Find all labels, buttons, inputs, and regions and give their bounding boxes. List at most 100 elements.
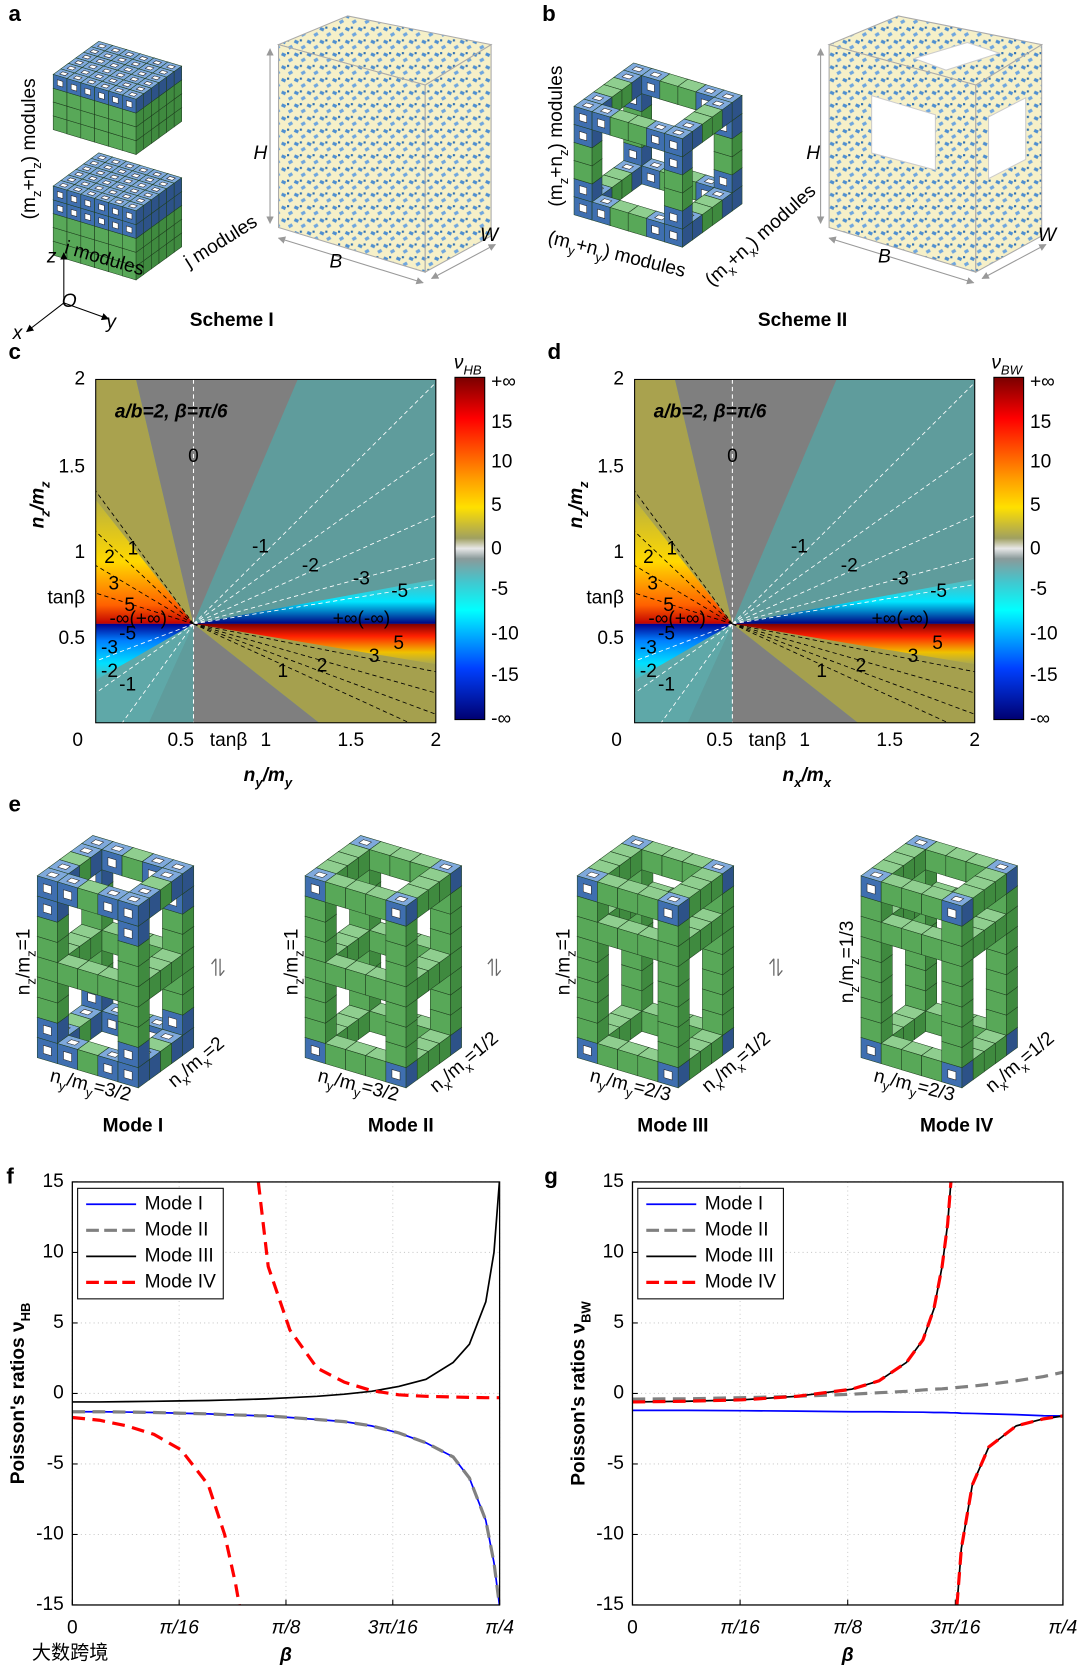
x-tick-label: 0.5 [167,730,194,751]
module-window [79,847,94,854]
text-part: y [352,1085,362,1101]
cube-side [135,93,144,114]
module-window [579,203,587,214]
y-tick-label: -15 [36,1594,64,1615]
colorbar-tick-label: 15 [491,412,512,433]
module-window [90,839,105,846]
module-window [711,100,725,107]
contour-label: -2 [302,556,319,577]
contour-region [674,379,837,624]
legend-box [637,1187,784,1300]
series-line [632,1409,1063,1417]
module-window [98,217,105,226]
x-tick-label: π/16 [720,1617,760,1638]
watermark: 大数跨境 [32,1642,109,1664]
module-window [130,173,141,178]
contour-label: 2 [104,547,115,568]
contour-region [634,379,733,624]
contour-label: 2 [317,655,328,676]
module-window [599,198,613,204]
plot-annotation: a/b=2, β=π/6 [115,401,228,422]
x-tick-label: π/8 [833,1617,862,1638]
text-part: ) modules [19,78,40,162]
lattice-front [277,43,426,273]
mode-frame [860,835,1019,1089]
module-window [115,184,126,189]
axis-arrow [63,302,110,321]
module-window [97,155,107,160]
module-window [70,209,77,217]
module-window [63,1050,72,1063]
legend-label: Mode II [145,1219,209,1240]
module-window [103,53,113,58]
module-window [866,1044,876,1057]
x-tick-label: π/16 [159,1617,199,1638]
y-axis-label: Poisson's ratios νBW [568,1300,593,1485]
module-window [112,96,119,104]
contour-label: -3 [353,568,370,589]
text-part: =1 [553,929,574,951]
y-tick-label: -10 [36,1524,64,1545]
contour-label: 3 [908,646,919,667]
mode-title: Mode III [637,1116,708,1137]
contour-label: -2 [101,661,118,682]
text-part: /m [262,765,285,786]
module-window [703,88,717,94]
module-window [98,91,105,100]
text-part: z [576,510,591,518]
module-window [115,72,126,78]
text-part: y [594,249,604,265]
contour-line [732,623,949,724]
dim-label: H [806,143,820,164]
module-window [123,1069,133,1081]
text-part: /m [888,1070,914,1096]
text-part: n [837,993,858,1004]
panel-label: e [9,792,21,817]
z-modules-label: (mz+nz) modules [546,65,571,206]
x-tick-label: 2 [431,730,442,751]
text-part: /m [14,957,35,978]
legend-label: Mode I [705,1193,763,1214]
contour-line [95,623,194,662]
contour-label: -∞(+∞) [109,609,167,630]
text-part: ) modules [546,65,567,149]
module-window [124,52,135,57]
text-part: n [48,1066,63,1089]
contour-line [732,623,975,694]
cube-side [135,204,144,226]
module-window [103,901,113,913]
module-window [59,183,69,188]
module-window [950,895,965,903]
module-window [123,178,134,184]
y-axis-label: nz/mz [566,481,591,529]
module-window [57,79,64,88]
y-tick-label: -5 [607,1453,624,1474]
x-tick-label: π/8 [272,1617,301,1638]
plot-frame [95,378,437,724]
contour-line [193,623,436,715]
module-window [94,74,105,79]
module-window [682,122,695,129]
contour-label: 1 [666,539,677,560]
dim-label: B [878,246,891,267]
y-tick-label: 1 [613,542,624,563]
contour-label: -2 [640,661,657,682]
module-window [135,198,146,203]
module-window [81,54,92,60]
mode-frame [36,835,195,1089]
axis-arrow [26,302,65,333]
module-window [43,903,52,915]
module-window [74,60,84,65]
module-window [109,174,120,180]
module-window [143,192,154,198]
equilibrium-arrow [219,958,225,977]
module-window [144,177,155,183]
dim-arrow [828,236,975,285]
contour-label: 2 [643,547,654,568]
panel-label: c [9,339,21,364]
axis-name: y [104,312,117,333]
module-window [130,61,141,67]
contour-label: 3 [647,574,658,595]
module-window [138,167,149,173]
module-window [101,68,112,74]
